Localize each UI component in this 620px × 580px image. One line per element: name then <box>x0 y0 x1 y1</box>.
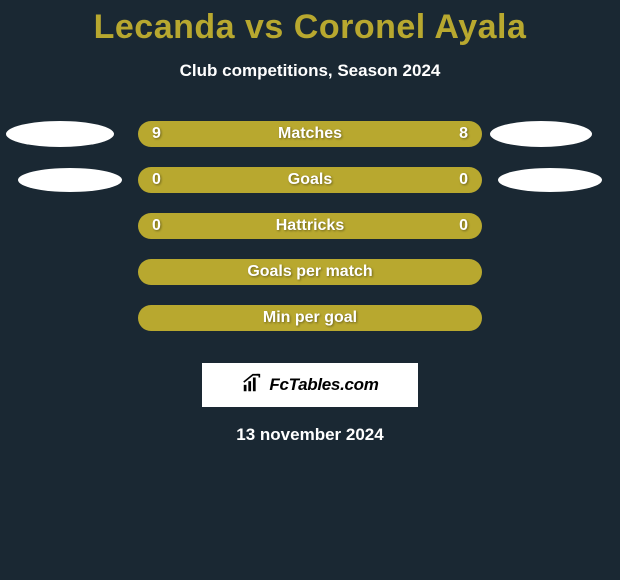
stat-value-right: 0 <box>459 171 468 189</box>
stat-row: Goals 0 0 <box>0 167 620 213</box>
stat-rows-container: Matches 9 8 Goals 0 0 Hattricks 0 0 Goals per mat… <box>0 121 620 351</box>
stat-row: Goals per match <box>0 259 620 305</box>
player-marker-left <box>6 121 114 147</box>
stat-value-left: 0 <box>152 171 161 189</box>
stat-row: Min per goal <box>0 305 620 351</box>
stat-bar: Goals 0 0 <box>138 167 482 193</box>
stat-value-right: 8 <box>459 125 468 143</box>
page-title: Lecanda vs Coronel Ayala <box>0 8 620 47</box>
player-marker-right <box>490 121 592 147</box>
stat-bar: Hattricks 0 0 <box>138 213 482 239</box>
player-marker-right <box>498 168 602 192</box>
date-text: 13 november 2024 <box>0 425 620 445</box>
stat-value-left: 9 <box>152 125 161 143</box>
stat-label: Goals <box>288 171 332 189</box>
stat-value-left: 0 <box>152 217 161 235</box>
chart-icon <box>241 372 263 399</box>
source-logo: FcTables.com <box>202 363 418 407</box>
stat-row: Hattricks 0 0 <box>0 213 620 259</box>
stat-label: Hattricks <box>276 217 344 235</box>
stat-row: Matches 9 8 <box>0 121 620 167</box>
stat-label: Goals per match <box>247 263 372 281</box>
stat-bar: Goals per match <box>138 259 482 285</box>
stat-bar: Min per goal <box>138 305 482 331</box>
stat-value-right: 0 <box>459 217 468 235</box>
stats-comparison-card: Lecanda vs Coronel Ayala Club competitio… <box>0 0 620 445</box>
page-subtitle: Club competitions, Season 2024 <box>0 61 620 81</box>
stat-label: Matches <box>278 125 342 143</box>
stat-label: Min per goal <box>263 309 357 327</box>
source-logo-text: FcTables.com <box>269 375 378 395</box>
player-marker-left <box>18 168 122 192</box>
stat-bar: Matches 9 8 <box>138 121 482 147</box>
